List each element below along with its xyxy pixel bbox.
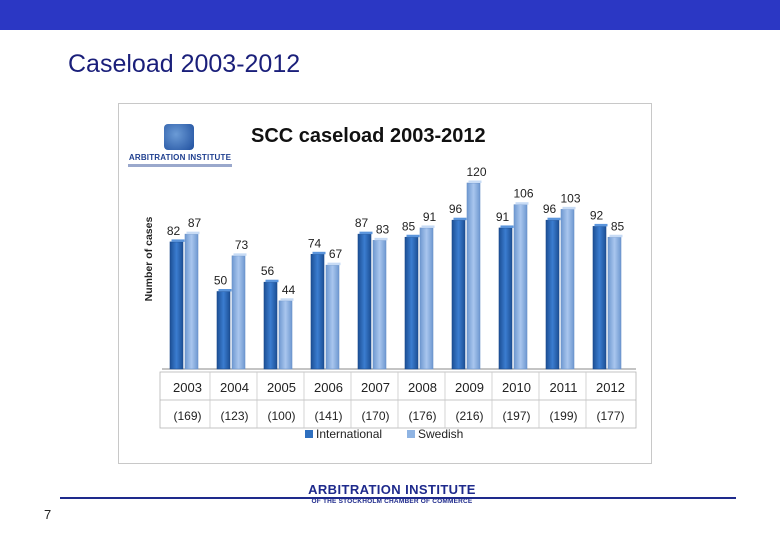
bar-swedish-2005: [278, 300, 293, 370]
bar-swedish-2011: [560, 209, 575, 370]
data-label-international-2005: 56: [261, 264, 275, 278]
logo-subtitle-line: [128, 164, 232, 167]
data-label-swedish-2007: 83: [376, 222, 390, 236]
bar-cap-international-2008: [406, 234, 420, 238]
x-tick-label-2004: 2004: [220, 380, 249, 395]
bar-international-2012: [592, 226, 607, 370]
total-label-2012: (177): [596, 409, 624, 423]
data-label-swedish-2010: 106: [513, 187, 533, 201]
bar-swedish-2007: [372, 240, 387, 370]
footer-logo-subtitle: OF THE STOCKHOLM CHAMBER OF COMMERCE: [311, 498, 473, 505]
data-label-international-2007: 87: [355, 216, 369, 230]
bar-cap-swedish-2009: [468, 180, 482, 183]
legend-swatch-swedish: [407, 430, 415, 438]
legend-swatch-international: [305, 430, 313, 438]
bar-swedish-2010: [513, 204, 528, 370]
bar-cap-swedish-2004: [233, 253, 247, 256]
data-label-swedish-2006: 67: [329, 247, 343, 261]
total-label-2004: (123): [220, 409, 248, 423]
x-tick-label-2006: 2006: [314, 380, 343, 395]
x-tick-label-2010: 2010: [502, 380, 531, 395]
bar-cap-swedish-2010: [515, 202, 529, 205]
bottom-divider: [60, 497, 736, 499]
footer-logo-name: ARBITRATION INSTITUTE: [308, 482, 476, 497]
bar-cap-swedish-2008: [421, 225, 435, 228]
bar-international-2010: [498, 227, 513, 370]
bar-swedish-2009: [466, 182, 481, 370]
total-label-2009: (216): [455, 409, 483, 423]
y-axis-label: Number of cases: [143, 217, 155, 302]
data-label-swedish-2004: 73: [235, 238, 249, 252]
legend-label-international: International: [316, 427, 382, 441]
bar-international-2003: [169, 241, 184, 370]
total-label-2010: (197): [502, 409, 530, 423]
data-label-swedish-2011: 103: [560, 191, 580, 205]
chart: SCC caseload 2003-2012 Number of cases 8…: [143, 125, 637, 441]
bar-cap-swedish-2007: [374, 237, 388, 241]
data-label-swedish-2009: 120: [466, 165, 486, 179]
slide-title: Caseload 2003-2012: [68, 50, 301, 78]
bar-cap-international-2006: [312, 251, 326, 255]
bar-cap-international-2005: [265, 279, 279, 283]
chart-frame: SCC caseload 2003-2012 Number of cases 8…: [118, 103, 652, 464]
total-label-2003: (169): [173, 409, 201, 423]
bar-international-2008: [404, 236, 419, 370]
bar-cap-international-2011: [547, 217, 561, 221]
page-number: 7: [44, 507, 52, 522]
bar-swedish-2003: [184, 233, 199, 370]
bar-cap-swedish-2005: [280, 298, 294, 301]
bar-international-2005: [263, 281, 278, 370]
total-label-2008: (176): [408, 409, 436, 423]
bar-cap-international-2004: [218, 289, 232, 292]
data-label-swedish-2003: 87: [188, 216, 202, 230]
bar-international-2011: [545, 219, 560, 370]
bar-cap-international-2007: [359, 231, 373, 235]
x-tick-label-2005: 2005: [267, 380, 296, 395]
x-tick-label-2012: 2012: [596, 380, 625, 395]
top-bar: [0, 0, 780, 30]
total-label-2005: (100): [267, 409, 295, 423]
x-tick-label-2008: 2008: [408, 380, 437, 395]
logo-name: ARBITRATION INSTITUTE: [128, 153, 232, 162]
globe-icon: [164, 124, 194, 150]
x-tick-label-2003: 2003: [173, 380, 202, 395]
data-label-international-2006: 74: [308, 236, 322, 250]
data-label-international-2004: 50: [214, 274, 228, 288]
x-tick-label-2007: 2007: [361, 380, 390, 395]
data-label-international-2003: 82: [167, 224, 181, 238]
bar-cap-international-2009: [453, 217, 467, 221]
bar-international-2004: [216, 291, 231, 370]
bar-cap-international-2010: [500, 225, 514, 228]
bar-cap-international-2012: [594, 223, 608, 227]
data-label-swedish-2005: 44: [282, 283, 296, 297]
bar-swedish-2004: [231, 255, 246, 370]
data-label-international-2010: 91: [496, 210, 510, 224]
bar-swedish-2006: [325, 264, 340, 370]
data-label-international-2012: 92: [590, 208, 604, 222]
footer-logo: ARBITRATION INSTITUTE OF THE STOCKHOLM C…: [292, 482, 492, 505]
bar-cap-swedish-2003: [186, 231, 200, 235]
total-label-2011: (199): [549, 409, 577, 423]
data-label-swedish-2008: 91: [423, 210, 437, 224]
legend-label-swedish: Swedish: [418, 427, 463, 441]
bar-cap-swedish-2006: [327, 262, 341, 266]
total-label-2007: (170): [361, 409, 389, 423]
data-label-international-2008: 85: [402, 219, 416, 233]
total-label-2006: (141): [314, 409, 342, 423]
bar-international-2009: [451, 219, 466, 370]
institute-logo: ARBITRATION INSTITUTE: [128, 122, 236, 176]
data-label-swedish-2012: 85: [611, 219, 625, 233]
bar-cap-swedish-2011: [562, 206, 576, 210]
bar-swedish-2012: [607, 236, 622, 370]
bar-international-2006: [310, 254, 325, 370]
x-tick-label-2009: 2009: [455, 380, 484, 395]
bar-cap-swedish-2012: [609, 234, 623, 238]
chart-title: SCC caseload 2003-2012: [251, 125, 486, 147]
x-tick-label-2011: 2011: [550, 380, 578, 395]
data-label-international-2009: 96: [449, 202, 463, 216]
bar-cap-international-2003: [171, 239, 185, 242]
data-label-international-2011: 96: [543, 202, 557, 216]
bar-international-2007: [357, 233, 372, 370]
bar-swedish-2008: [419, 227, 434, 370]
